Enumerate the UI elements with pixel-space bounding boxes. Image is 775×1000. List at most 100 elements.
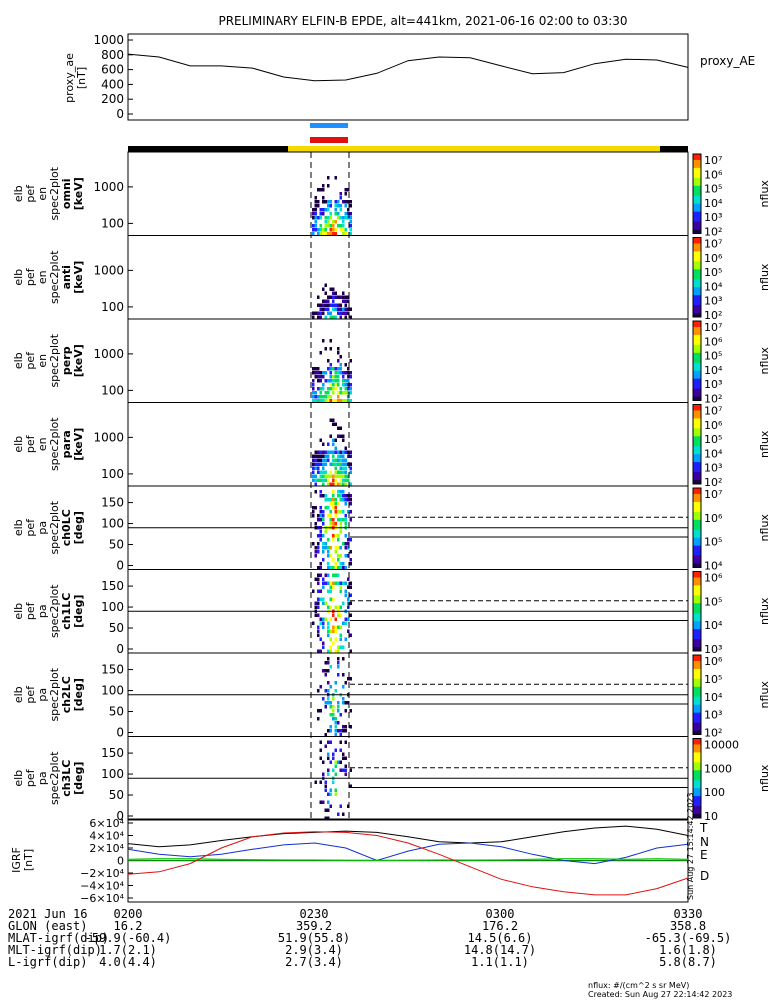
- spec-cell: [342, 490, 345, 494]
- spec-cell: [337, 558, 340, 562]
- spec-cell: [327, 216, 330, 220]
- spec-cell: [339, 494, 342, 498]
- spec-cell: [332, 522, 335, 526]
- colorbar-segment: [693, 545, 701, 549]
- colorbar-segment: [693, 670, 701, 674]
- spec-cell: [327, 399, 330, 403]
- colorbar-segment: [693, 680, 701, 684]
- spec-cell: [314, 601, 317, 605]
- spec-cell: [332, 291, 335, 295]
- spec-cell: [337, 581, 340, 585]
- spec-cell: [329, 482, 332, 486]
- igrf-ytick-label: −4×10⁴: [80, 880, 124, 893]
- spec-cell: [319, 212, 322, 216]
- colorbar-label: nflux: [758, 430, 771, 458]
- colorbar-segment: [693, 599, 701, 602]
- colorbar-segment: [693, 392, 701, 396]
- colorbar-segment: [693, 806, 701, 809]
- spec-cell: [337, 375, 340, 379]
- spec-cell: [324, 299, 327, 303]
- spec-cell: [344, 772, 347, 776]
- spec-cell: [314, 395, 317, 399]
- colorbar-segment: [693, 774, 701, 777]
- colorbar-segment: [693, 370, 701, 374]
- spec-cell: [337, 657, 340, 661]
- spec-cell: [312, 311, 315, 315]
- colorbar: 10000 1000 100 10 nflux: [692, 738, 771, 823]
- colorbar-segment: [693, 336, 701, 340]
- spec-cell: [349, 558, 352, 562]
- spec-cell: [342, 685, 345, 689]
- colorbar-tick-label: 10⁵: [704, 536, 722, 549]
- spec-ytick-label: 100: [101, 300, 124, 314]
- spec-cell: [349, 601, 352, 605]
- spec-cell: [332, 697, 335, 701]
- spec-cell: [332, 629, 335, 633]
- side-stamp: Sun Aug 27 15:14:42 2023: [686, 793, 695, 900]
- colorbar-segment: [693, 655, 701, 658]
- spec-cell: [312, 470, 315, 474]
- spec-ytick-label: 1000: [93, 180, 124, 194]
- spec-cell: [332, 625, 335, 629]
- spec-ylabel-line: [keV]: [72, 428, 85, 461]
- spec-cell: [312, 514, 315, 518]
- colorbar-tick-label: 10³: [704, 462, 722, 475]
- colorbar-segment: [693, 199, 701, 203]
- spec-cell: [324, 315, 327, 319]
- colorbar-segment: [693, 649, 701, 652]
- spec-cell: [312, 387, 315, 391]
- spec-cell: [329, 470, 332, 474]
- colorbar-segment: [693, 641, 701, 644]
- spec-cell: [342, 200, 345, 204]
- colorbar-segment: [693, 462, 701, 465]
- colorbar-segment: [693, 503, 701, 507]
- colorbar-segment: [693, 535, 701, 539]
- spec-cell: [317, 379, 320, 383]
- spec-cell: [314, 474, 317, 478]
- spec-cell: [347, 617, 350, 621]
- spec-cell: [339, 760, 342, 764]
- spec-cell: [337, 645, 340, 649]
- spec-cell: [347, 510, 350, 514]
- spec-cell: [337, 212, 340, 216]
- created-stamp: Created: Sun Aug 27 22:14:42 2023: [588, 990, 732, 999]
- spec-cell: [327, 701, 330, 705]
- spec-cell: [314, 399, 317, 403]
- colorbar-segment: [693, 499, 701, 503]
- spec-cell: [332, 379, 335, 383]
- spec-cell: [337, 721, 340, 725]
- spec-cell: [327, 478, 330, 482]
- spec-cell: [337, 812, 340, 816]
- spec-cell: [347, 474, 350, 478]
- spec-cell: [342, 462, 345, 466]
- spec-cell: [317, 200, 320, 204]
- spec-cell: [344, 466, 347, 470]
- spec-cell: [314, 208, 317, 212]
- spec-cell: [322, 546, 325, 550]
- colorbar-segment: [693, 452, 701, 455]
- colorbar-tick-label: 10⁶: [704, 252, 723, 265]
- spec-cell: [342, 566, 345, 570]
- spec-cell: [322, 458, 325, 462]
- spec-cell: [349, 399, 352, 403]
- spec-cell: [314, 371, 317, 375]
- spec-cell: [314, 375, 317, 379]
- spec-cell: [317, 188, 320, 192]
- spec-ylabel-line: ch3LC: [60, 760, 73, 797]
- colorbar-segment: [693, 746, 701, 749]
- spec-cell: [332, 713, 335, 717]
- spec-ylabel-line: [keV]: [72, 344, 85, 377]
- spec-cell: [312, 391, 315, 395]
- spec-cell: [329, 371, 332, 375]
- colorbar-tick-label: 10⁵: [704, 350, 722, 363]
- spec-cell: [332, 367, 335, 371]
- spec-ylabel-line: spec2plot: [48, 250, 61, 304]
- spec-cell: [322, 482, 325, 486]
- spec-cell: [319, 800, 322, 804]
- spec-cell: [322, 585, 325, 589]
- colorbar-segment: [693, 778, 701, 781]
- colorbar-frame: [692, 571, 702, 652]
- spec-cell: [312, 379, 315, 383]
- spec-cell: [337, 502, 340, 506]
